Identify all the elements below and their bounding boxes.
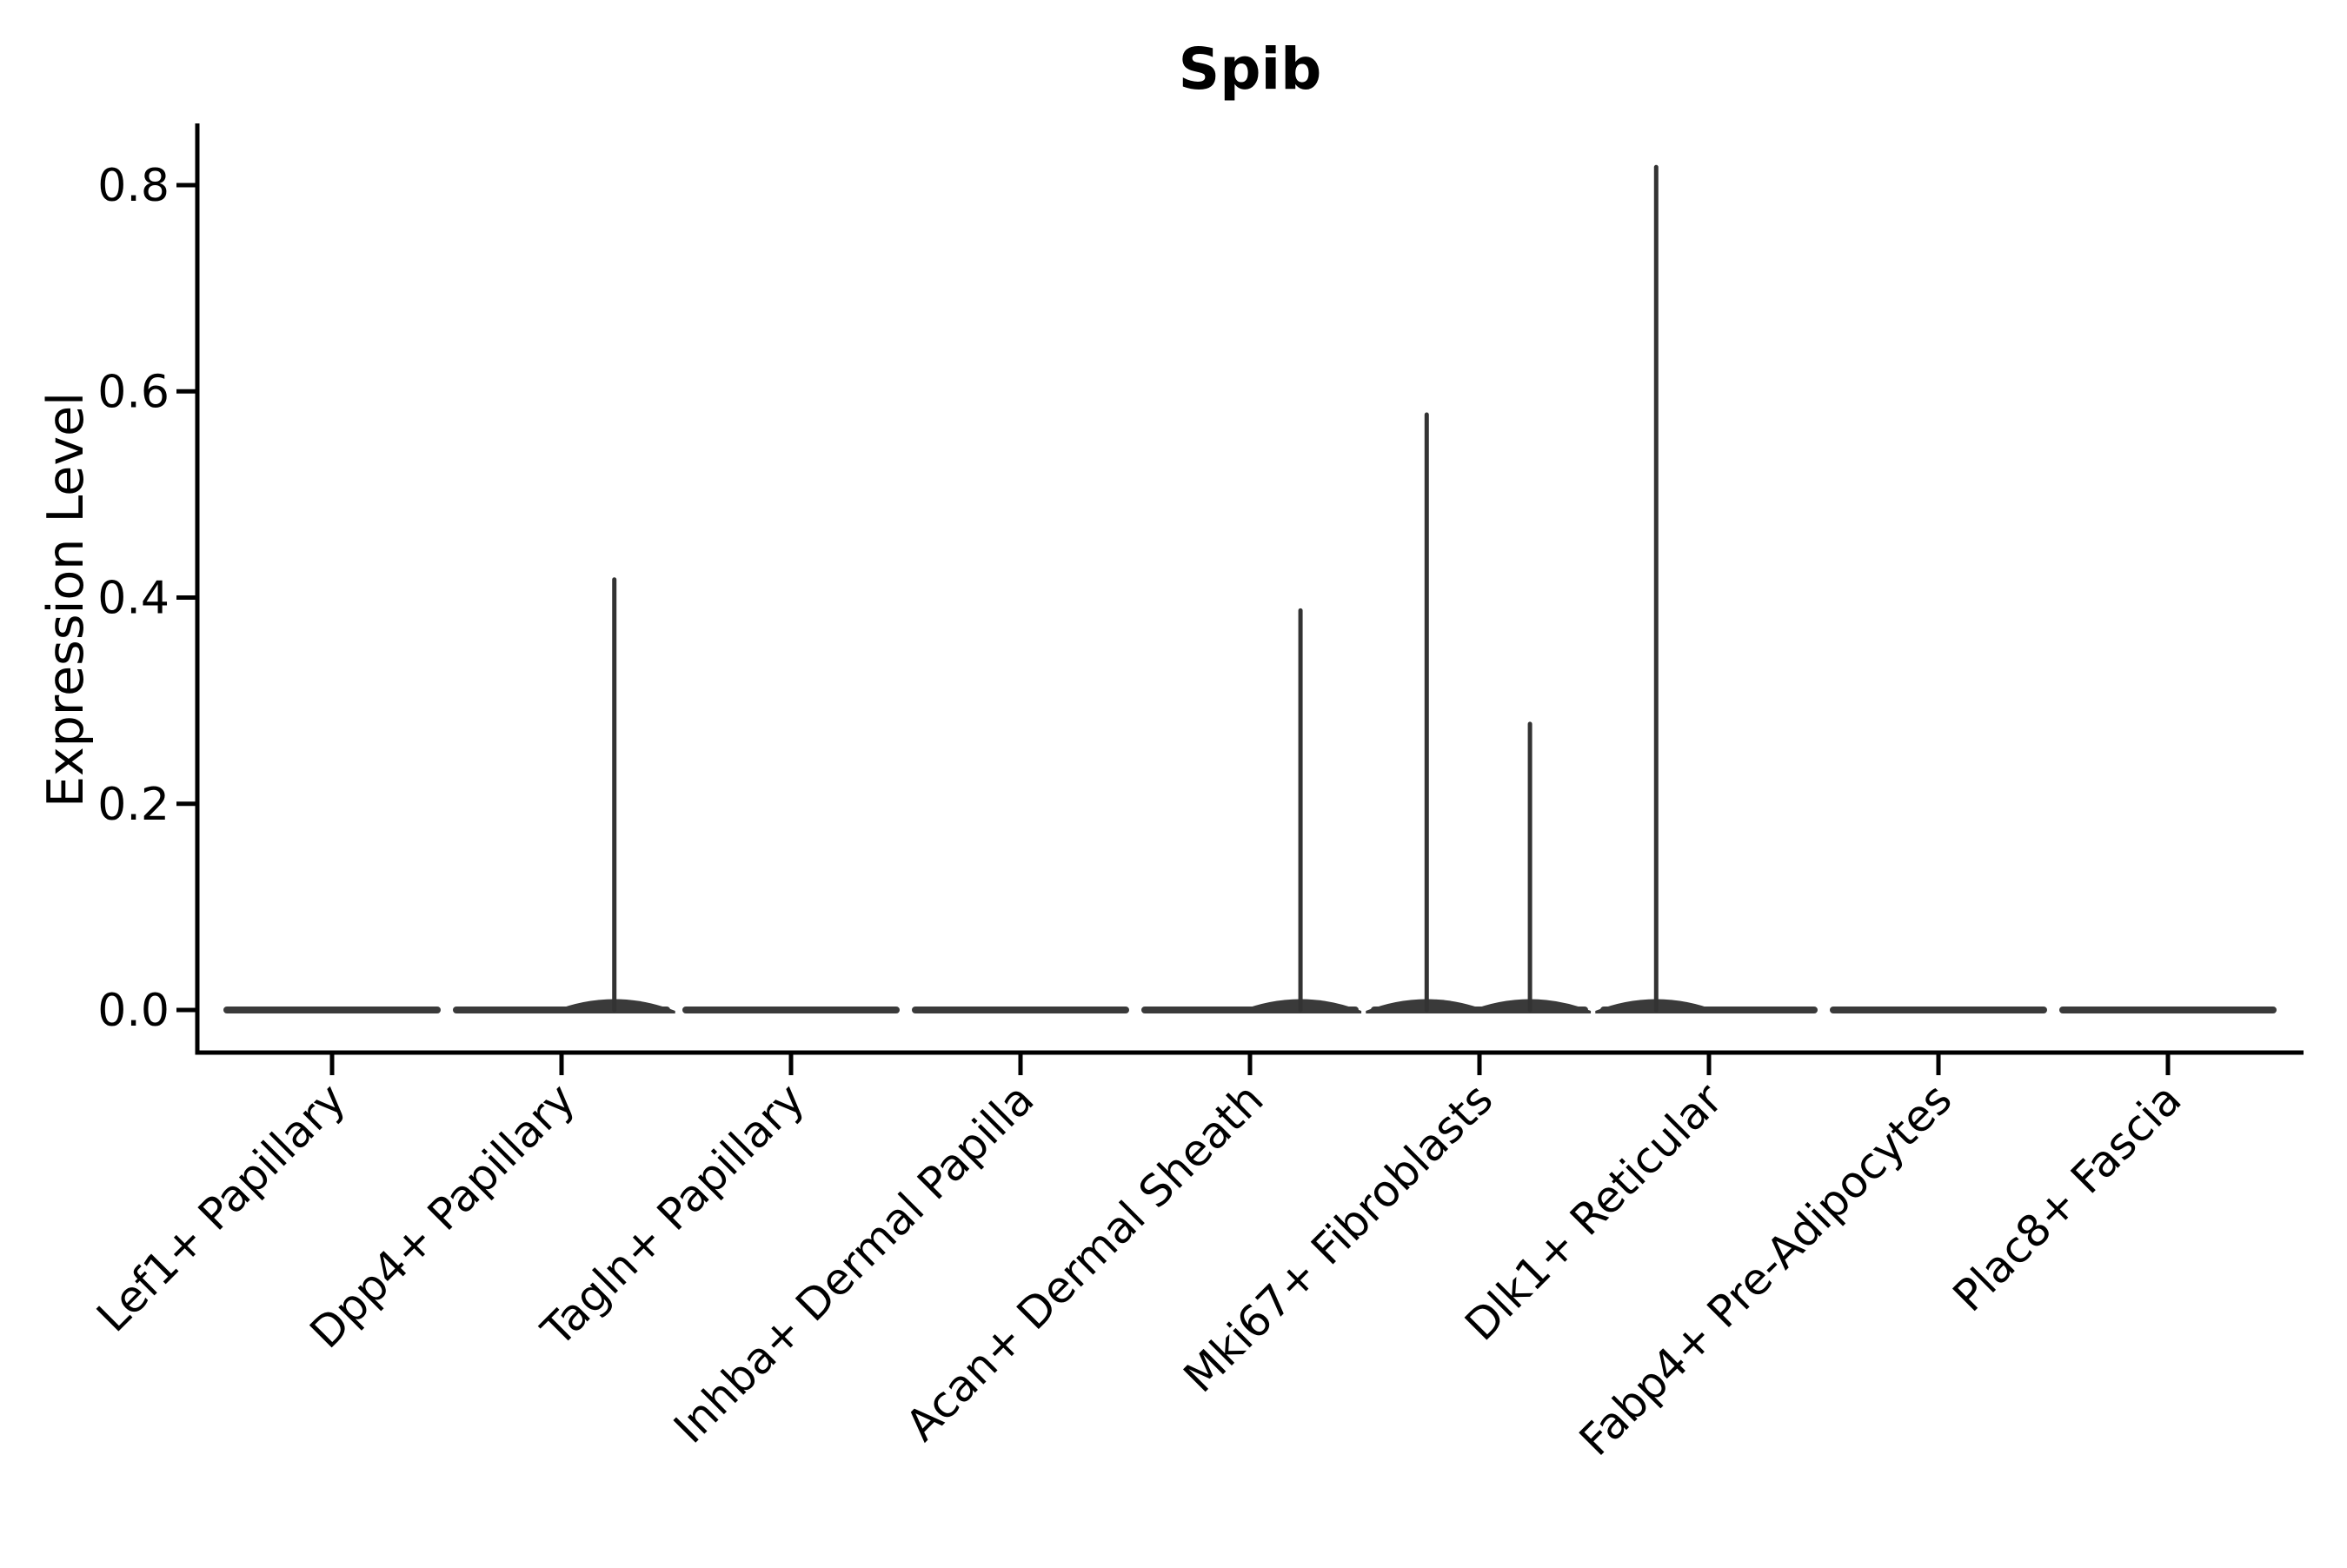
x-tick-label: Plac8+ Fascia [1944,1073,2191,1321]
y-tick-label: 0.2 [97,779,170,831]
violin-spikes [553,164,1718,1013]
y-axis-ticks: 0.0 0.2 0.4 0.6 0.8 [97,160,197,1037]
y-axis-label: Expression Level [37,392,95,807]
x-tick-label: Lef1+ Papillary [87,1073,355,1341]
y-tick-label: 0.8 [97,160,170,212]
y-tick-label: 0.0 [97,985,170,1037]
y-tick-label: 0.6 [97,366,170,418]
chart-title: Spib [1179,36,1322,103]
x-tick-label: Fabp4+ Pre-Adipocytes [1570,1073,1962,1465]
y-tick-label: 0.4 [97,573,170,625]
